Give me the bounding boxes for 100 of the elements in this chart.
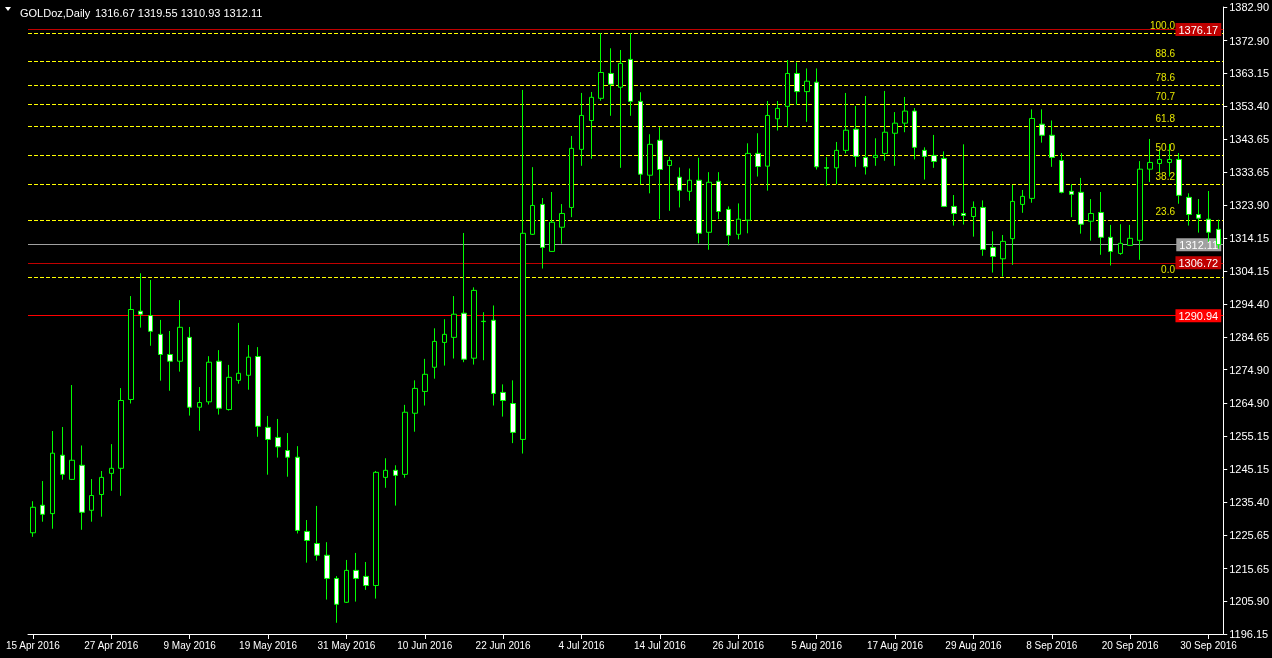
candlestick [295,445,300,534]
candlestick [853,105,859,168]
candlestick [285,432,290,478]
y-tick-label: 1264.90 [1229,397,1269,410]
candlestick [344,559,349,604]
x-tick-label: 14 Jul 2016 [634,639,687,651]
candlestick [598,32,604,102]
candlestick [461,232,467,363]
candlestick [931,134,937,169]
candlestick [736,202,741,240]
candlestick [785,59,790,128]
y-tick-label: 1215.65 [1229,562,1269,575]
candlestick [1186,192,1192,227]
candlestick [1176,152,1182,205]
candlestick [393,464,398,507]
candlestick [589,91,594,160]
x-tick-label: 30 Sep 2016 [1180,639,1238,651]
candlestick [510,379,516,444]
annotation: 38.2 [1155,170,1176,182]
candlestick [158,319,163,382]
x-tick-label: 8 Sep 2016 [1026,639,1078,651]
y-tick-label: 1372.90 [1229,34,1269,47]
candlestick [608,47,614,117]
candlestick [226,364,232,412]
candlestick [1118,223,1123,256]
candlestick [647,133,653,194]
x-tick-label: 31 May 2016 [317,639,376,651]
chart-title: GOLDoz,Daily [20,6,91,19]
candlestick [255,346,261,438]
candlestick [961,143,966,226]
candlestick [60,426,65,481]
candlestick [138,272,143,329]
candlestick [559,203,565,245]
candlestick [922,146,927,181]
x-tick-label: 26 Jul 2016 [712,639,765,651]
candlestick [422,358,428,407]
y-tick-label: 1245.15 [1229,463,1269,476]
candlestick [755,132,761,178]
candlestick [304,519,310,564]
x-tick-label: 19 May 2016 [239,639,298,651]
y-tick-label: 1304.15 [1229,265,1269,278]
candlestick [951,194,957,227]
candlestick [814,67,819,170]
candlestick [89,478,94,523]
candlestick [334,575,339,624]
candlestick [99,470,104,518]
candlestick [1059,152,1064,194]
candlestick [265,415,271,476]
y-tick-label: 1205.90 [1229,595,1269,608]
y-tick-label: 1255.15 [1229,429,1269,442]
candlestick [177,299,183,373]
y-tick-label: 1323.90 [1229,199,1269,212]
y-tick-label: 1363.15 [1229,67,1269,80]
x-tick-label: 27 Apr 2016 [84,639,139,651]
candlestick [500,383,506,418]
candlestick [980,199,986,257]
y-tick-label: 1343.65 [1229,132,1269,145]
candlestick [657,126,663,220]
candlestick [363,561,369,591]
candlestick [628,32,633,117]
candlestick [1216,219,1221,250]
x-tick-label: 22 Jun 2016 [475,639,532,651]
candlestick [873,137,878,167]
ref-line-label: 1312.11 [1179,238,1219,251]
candlestick [402,404,408,479]
candlestick [451,295,457,360]
x-tick-label: 15 Apr 2016 [5,639,61,651]
candlestick [246,344,251,391]
y-tick-label: 1225.65 [1229,528,1269,541]
candlestick [990,230,996,274]
ref-line-label: 1290.94 [1178,309,1219,322]
candlestick [843,92,849,154]
candlestick [1020,189,1025,214]
y-tick-label: 1314.15 [1229,231,1269,244]
candlestick [1039,108,1045,144]
candlestick [726,205,731,246]
candlestick [687,167,692,202]
candlestick [324,541,330,601]
candlestick [569,135,574,218]
candlestick [1196,198,1201,234]
candlestick [432,327,437,380]
y-tick-label: 1196.15 [1229,628,1269,640]
candlestick [775,100,780,132]
candlestick [1049,119,1055,168]
x-tick-label: 17 Aug 2016 [866,639,924,651]
y-tick-label: 1333.65 [1229,166,1269,179]
candlestick [1127,224,1133,247]
candlestick [197,386,202,432]
annotation: 61.8 [1155,113,1176,125]
candlestick [579,92,584,167]
annotation: 88.6 [1155,47,1176,59]
candlestick [69,384,75,481]
ref-line-label: 1306.72 [1178,256,1219,269]
x-tick-label: 29 Aug 2016 [945,639,1002,651]
chart-subtitle: 1316.67 1319.55 1310.93 1312.11 [95,6,263,19]
candlestick [677,166,682,208]
candlestick [1088,198,1094,242]
candlestick [30,500,36,538]
candlestick [148,279,153,347]
candlestick [236,322,241,385]
